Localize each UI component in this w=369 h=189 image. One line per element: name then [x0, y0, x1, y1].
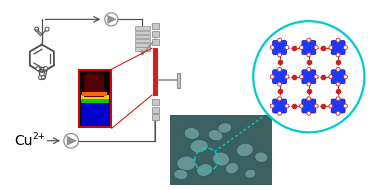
- Ellipse shape: [197, 164, 213, 176]
- Polygon shape: [108, 15, 116, 23]
- Ellipse shape: [174, 169, 188, 180]
- Bar: [78, 69, 112, 128]
- Bar: [135, 39, 150, 42]
- FancyBboxPatch shape: [302, 99, 316, 113]
- Bar: [81, 103, 109, 125]
- Circle shape: [277, 53, 282, 57]
- Bar: [177, 73, 180, 88]
- FancyBboxPatch shape: [331, 41, 345, 54]
- Circle shape: [307, 67, 311, 71]
- Circle shape: [300, 104, 304, 108]
- Circle shape: [344, 104, 348, 108]
- Bar: [135, 43, 150, 47]
- FancyBboxPatch shape: [302, 70, 316, 84]
- Circle shape: [285, 75, 289, 79]
- Circle shape: [314, 75, 318, 79]
- Ellipse shape: [190, 140, 208, 153]
- Circle shape: [270, 46, 274, 50]
- Ellipse shape: [208, 130, 223, 141]
- Circle shape: [41, 76, 45, 80]
- Polygon shape: [67, 136, 76, 145]
- Circle shape: [44, 67, 48, 71]
- Ellipse shape: [213, 152, 230, 166]
- Circle shape: [329, 75, 333, 79]
- Circle shape: [336, 67, 340, 71]
- Bar: [152, 39, 159, 45]
- Ellipse shape: [237, 143, 253, 156]
- Text: Cu: Cu: [14, 134, 33, 148]
- FancyBboxPatch shape: [273, 99, 287, 113]
- Circle shape: [45, 27, 49, 31]
- Bar: [84, 74, 104, 97]
- FancyBboxPatch shape: [302, 41, 316, 54]
- Circle shape: [329, 104, 333, 108]
- Circle shape: [336, 53, 340, 57]
- Bar: [152, 114, 159, 120]
- Bar: [152, 107, 159, 113]
- FancyBboxPatch shape: [273, 41, 287, 54]
- Circle shape: [64, 133, 79, 148]
- Circle shape: [344, 75, 348, 79]
- Circle shape: [277, 97, 282, 101]
- Circle shape: [307, 97, 311, 101]
- Circle shape: [329, 46, 333, 50]
- Ellipse shape: [245, 169, 256, 178]
- Circle shape: [285, 104, 289, 108]
- Bar: [152, 31, 159, 37]
- FancyBboxPatch shape: [331, 99, 345, 113]
- Bar: [81, 99, 109, 103]
- FancyBboxPatch shape: [273, 70, 287, 84]
- Circle shape: [314, 46, 318, 50]
- FancyBboxPatch shape: [331, 70, 345, 84]
- Circle shape: [307, 38, 311, 42]
- Bar: [135, 31, 150, 34]
- Bar: [152, 99, 159, 105]
- Ellipse shape: [184, 128, 200, 139]
- Circle shape: [36, 67, 40, 71]
- Circle shape: [336, 38, 340, 42]
- Circle shape: [277, 67, 282, 71]
- Circle shape: [39, 76, 42, 80]
- Bar: [82, 92, 107, 96]
- Bar: [135, 47, 150, 51]
- Bar: [135, 35, 150, 38]
- Bar: [152, 23, 159, 29]
- Bar: [87, 72, 92, 125]
- Circle shape: [300, 46, 304, 50]
- Text: 2+: 2+: [32, 132, 45, 141]
- Ellipse shape: [225, 163, 238, 174]
- Circle shape: [307, 111, 311, 115]
- Bar: [81, 95, 109, 99]
- Circle shape: [300, 75, 304, 79]
- Circle shape: [307, 82, 311, 86]
- Circle shape: [344, 46, 348, 50]
- Ellipse shape: [218, 123, 232, 133]
- Circle shape: [277, 82, 282, 86]
- Circle shape: [336, 82, 340, 86]
- Bar: [80, 71, 110, 126]
- Circle shape: [270, 104, 274, 108]
- Bar: [154, 48, 157, 95]
- Ellipse shape: [177, 156, 196, 171]
- Bar: [135, 26, 150, 30]
- Circle shape: [336, 97, 340, 101]
- Circle shape: [314, 104, 318, 108]
- Circle shape: [336, 111, 340, 115]
- Bar: [170, 115, 272, 185]
- Circle shape: [270, 75, 274, 79]
- Circle shape: [277, 38, 282, 42]
- Circle shape: [277, 111, 282, 115]
- Circle shape: [253, 21, 365, 132]
- Ellipse shape: [255, 152, 268, 162]
- Circle shape: [35, 27, 39, 31]
- Bar: [96, 72, 101, 125]
- Circle shape: [105, 13, 118, 26]
- Circle shape: [307, 53, 311, 57]
- Circle shape: [285, 46, 289, 50]
